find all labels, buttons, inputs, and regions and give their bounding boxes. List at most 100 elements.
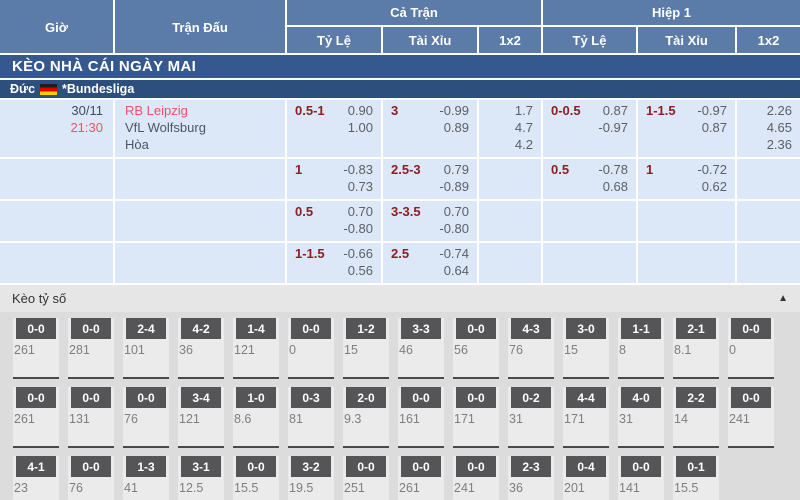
odds-value[interactable]: 0.62 [701, 179, 727, 194]
score-cell[interactable]: 0-3 81 [288, 387, 334, 448]
score-odds-value[interactable]: 8.1 [674, 343, 692, 357]
score-odds-value[interactable]: 81 [289, 412, 303, 426]
odds-value[interactable]: 0.87 [701, 120, 727, 135]
handicap-line[interactable]: 1-1.5 [646, 103, 676, 118]
score-cell[interactable]: 0-0 0 [728, 318, 774, 379]
score-box[interactable]: 0-0 [401, 387, 441, 408]
score-odds-value[interactable]: 241 [454, 481, 475, 495]
score-section-header[interactable]: Kèo tỷ số ▲ [0, 285, 800, 312]
odds-value[interactable]: -0.97 [598, 120, 628, 135]
score-cell[interactable]: 3-2 19.5 [288, 456, 334, 500]
score-box[interactable]: 0-0 [71, 387, 111, 408]
handicap-line[interactable]: 0.5 [551, 162, 570, 177]
score-cell[interactable]: 0-0 161 [398, 387, 444, 448]
score-cell[interactable]: 2-1 8.1 [673, 318, 719, 379]
score-box[interactable]: 3-2 [291, 456, 331, 477]
score-cell[interactable]: 0-0 261 [398, 456, 444, 500]
score-odds-value[interactable]: 8.6 [234, 412, 252, 426]
score-odds-value[interactable]: 31 [619, 412, 633, 426]
score-odds-value[interactable]: 241 [729, 412, 750, 426]
odds-value[interactable]: 2.26 [766, 103, 792, 118]
handicap-line[interactable]: 0.5-1 [295, 103, 325, 118]
score-box[interactable]: 0-3 [291, 387, 331, 408]
score-odds-value[interactable]: 46 [399, 343, 413, 357]
score-box[interactable]: 1-4 [236, 318, 276, 339]
odds-value[interactable]: 0.73 [347, 179, 373, 194]
draw-label[interactable]: Hòa [125, 137, 149, 152]
score-odds-value[interactable]: 0 [729, 343, 736, 357]
odds-value[interactable]: 1.7 [514, 103, 533, 118]
odds-value[interactable]: 0.70 [443, 204, 469, 219]
odds-cell-ft-1x2[interactable]: 1.7 4.7 4.2 [479, 100, 543, 157]
score-odds-value[interactable]: 121 [234, 343, 255, 357]
score-cell[interactable]: 0-0 251 [343, 456, 389, 500]
odds-value[interactable]: -0.72 [697, 162, 727, 177]
odds-value[interactable]: -0.74 [439, 246, 469, 261]
handicap-line[interactable]: 1 [295, 162, 303, 177]
score-box[interactable]: 4-1 [16, 456, 56, 477]
score-odds-value[interactable]: 0 [289, 343, 296, 357]
score-cell[interactable]: 1-3 41 [123, 456, 169, 500]
score-cell[interactable]: 0-0 76 [68, 456, 114, 500]
score-cell[interactable]: 0-0 261 [13, 318, 59, 379]
odds-cell-ft-handicap[interactable]: 0.5 0.70 -0.80 [287, 201, 383, 241]
odds-cell-ft-over-under[interactable]: 2.5 -0.74 0.64 [383, 243, 479, 283]
score-box[interactable]: 0-0 [71, 318, 111, 339]
odds-value[interactable]: 1.00 [347, 120, 373, 135]
score-cell[interactable]: 4-2 36 [178, 318, 224, 379]
odds-cell-h1-1x2[interactable]: 2.26 4.65 2.36 [737, 100, 800, 157]
score-cell[interactable]: 0-0 241 [453, 456, 499, 500]
score-box[interactable]: 3-3 [401, 318, 441, 339]
score-cell[interactable]: 3-4 121 [178, 387, 224, 448]
score-box[interactable]: 0-0 [16, 318, 56, 339]
score-odds-value[interactable]: 261 [14, 343, 35, 357]
score-odds-value[interactable]: 31 [509, 412, 523, 426]
odds-value[interactable]: 0.79 [443, 162, 469, 177]
handicap-line[interactable]: 0.5 [295, 204, 314, 219]
score-cell[interactable]: 4-1 23 [13, 456, 59, 500]
odds-value[interactable]: -0.97 [697, 103, 727, 118]
odds-cell-h1-handicap[interactable]: 0.5 -0.78 0.68 [543, 159, 638, 199]
odds-value[interactable]: -0.80 [343, 221, 373, 236]
score-box[interactable]: 2-2 [676, 387, 716, 408]
score-cell[interactable]: 4-4 171 [563, 387, 609, 448]
score-odds-value[interactable]: 15 [344, 343, 358, 357]
score-odds-value[interactable]: 15.5 [674, 481, 699, 495]
team-away[interactable]: VfL Wolfsburg [125, 120, 206, 135]
score-cell[interactable]: 2-3 36 [508, 456, 554, 500]
score-box[interactable]: 1-2 [346, 318, 386, 339]
odds-cell-ft-handicap[interactable]: 1 -0.83 0.73 [287, 159, 383, 199]
score-box[interactable]: 0-2 [511, 387, 551, 408]
score-odds-value[interactable]: 141 [619, 481, 640, 495]
score-odds-value[interactable]: 261 [399, 481, 420, 495]
team-home[interactable]: RB Leipzig [125, 103, 188, 118]
score-box[interactable]: 1-3 [126, 456, 166, 477]
handicap-line[interactable]: 0-0.5 [551, 103, 581, 118]
score-odds-value[interactable]: 56 [454, 343, 468, 357]
odds-value[interactable]: 0.56 [347, 263, 373, 278]
score-box[interactable]: 1-0 [236, 387, 276, 408]
score-cell[interactable]: 0-0 261 [13, 387, 59, 448]
score-cell[interactable]: 0-4 201 [563, 456, 609, 500]
score-odds-value[interactable]: 171 [454, 412, 475, 426]
score-box[interactable]: 3-4 [181, 387, 221, 408]
score-odds-value[interactable]: 161 [399, 412, 420, 426]
score-box[interactable]: 2-0 [346, 387, 386, 408]
score-cell[interactable]: 0-0 0 [288, 318, 334, 379]
score-box[interactable]: 4-3 [511, 318, 551, 339]
score-cell[interactable]: 0-0 56 [453, 318, 499, 379]
score-box[interactable]: 2-3 [511, 456, 551, 477]
score-box[interactable]: 4-4 [566, 387, 606, 408]
score-odds-value[interactable]: 76 [69, 481, 83, 495]
score-cell[interactable]: 3-3 46 [398, 318, 444, 379]
score-odds-value[interactable]: 36 [509, 481, 523, 495]
odds-value[interactable]: -0.99 [439, 103, 469, 118]
score-cell[interactable]: 2-0 9.3 [343, 387, 389, 448]
score-cell[interactable]: 4-3 76 [508, 318, 554, 379]
odds-cell-h1-over-under[interactable]: 1-1.5 -0.97 0.87 [638, 100, 737, 157]
score-cell[interactable]: 2-4 101 [123, 318, 169, 379]
score-cell[interactable]: 1-0 8.6 [233, 387, 279, 448]
odds-cell-ft-handicap[interactable]: 1-1.5 -0.66 0.56 [287, 243, 383, 283]
score-odds-value[interactable]: 76 [509, 343, 523, 357]
score-box[interactable]: 4-0 [621, 387, 661, 408]
